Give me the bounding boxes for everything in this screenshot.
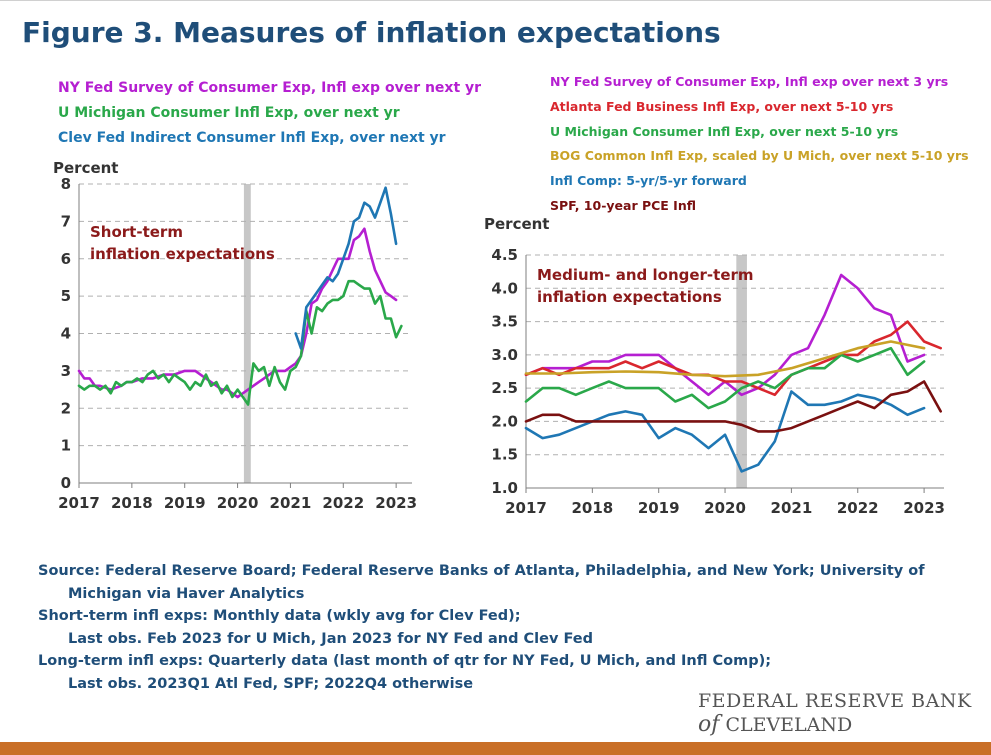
x-tick-label: 2023 <box>903 499 945 517</box>
y-tick-label: 4.5 <box>491 246 518 264</box>
source-line: Source: Federal Reserve Board; Federal R… <box>38 563 925 579</box>
legend-entry: Infl Comp: 5-yr/5-yr forward <box>550 173 747 189</box>
x-tick-label: 2021 <box>771 499 813 517</box>
x-tick-label: 2019 <box>638 499 680 517</box>
x-tick-label: 2017 <box>505 499 547 517</box>
chart-annotation: Short-term <box>90 223 183 241</box>
legend-entry: NY Fed Survey of Consumer Exp, Infl exp … <box>58 80 482 96</box>
y-tick-label: 7 <box>61 212 71 230</box>
legend-entry: SPF, 10-year PCE Infl <box>550 197 696 213</box>
legend-entry: U Michigan Consumer Infl Exp, over next … <box>58 105 400 121</box>
x-tick-label: 2018 <box>571 499 613 517</box>
legend-entry: Atlanta Fed Business Infl Exp, over next… <box>550 98 894 114</box>
brand-of: of <box>698 712 720 737</box>
bottom-accent-bar <box>0 742 991 755</box>
x-tick-label: 2018 <box>111 494 153 512</box>
series-line <box>77 279 403 406</box>
y-tick-label: 0 <box>61 474 71 492</box>
source-line: Michigan via Haver Analytics <box>68 585 305 602</box>
figure-title: Figure 3. Measures of inflation expectat… <box>22 16 721 49</box>
series-line <box>524 346 926 410</box>
y-tick-label: 6 <box>61 250 71 268</box>
x-tick-label: 2023 <box>375 494 417 512</box>
legend-entry: BOG Common Infl Exp, scaled by U Mich, o… <box>550 148 969 164</box>
x-tick-label: 2020 <box>704 499 746 517</box>
y-tick-label: 2.5 <box>491 379 518 397</box>
y-tick-label: 1.0 <box>491 479 518 497</box>
source-line: Last obs. 2023Q1 Atl Fed, SPF; 2022Q4 ot… <box>68 675 474 692</box>
x-tick-label: 2020 <box>217 494 259 512</box>
x-tick-label: 2017 <box>58 494 100 512</box>
y-axis-label: Percent <box>484 215 549 233</box>
y-tick-label: 4 <box>61 325 71 343</box>
y-tick-label: 3.5 <box>491 313 518 331</box>
legend-entry: Clev Fed Indirect Consumer Infl Exp, ove… <box>58 130 446 146</box>
y-tick-label: 1.5 <box>491 446 518 464</box>
y-tick-label: 4.0 <box>491 279 518 297</box>
source-line: Short-term infl exps: Monthly data (wkly… <box>38 608 521 624</box>
x-tick-label: 2022 <box>322 494 364 512</box>
y-tick-label: 3 <box>61 362 71 380</box>
recession-band <box>243 184 251 483</box>
brand-line2: CLEVELAND <box>725 714 853 736</box>
chart-annotation: inflation expectations <box>90 245 275 263</box>
series-line <box>524 380 942 433</box>
brand-logo: FEDERAL RESERVE BANK of CLEVELAND <box>698 689 972 737</box>
source-notes: Source: Federal Reserve Board; Federal R… <box>38 560 925 695</box>
y-tick-label: 5 <box>61 287 71 305</box>
series-line <box>524 320 942 397</box>
right-chart-legend: NY Fed Survey of Consumer Exp, Infl exp … <box>550 74 969 223</box>
source-line: Last obs. Feb 2023 for U Mich, Jan 2023 … <box>68 630 594 647</box>
y-tick-label: 3.0 <box>491 346 518 364</box>
y-tick-label: 1 <box>61 437 71 455</box>
series-line <box>294 186 398 350</box>
y-tick-label: 2.0 <box>491 412 518 430</box>
left-chart-legend: NY Fed Survey of Consumer Exp, Infl exp … <box>58 80 481 155</box>
top-border <box>0 0 991 1</box>
y-axis-label: Percent <box>53 159 118 177</box>
recession-band <box>736 255 747 488</box>
series-line <box>524 340 926 378</box>
y-tick-label: 8 <box>61 175 71 193</box>
chart-annotation: inflation expectations <box>537 288 722 306</box>
source-line: Long-term infl exps: Quarterly data (las… <box>38 653 772 669</box>
chart-annotation: Medium- and longer-term <box>537 266 754 284</box>
y-tick-label: 2 <box>61 399 71 417</box>
x-tick-label: 2019 <box>164 494 206 512</box>
legend-entry: U Michigan Consumer Infl Exp, over next … <box>550 123 899 139</box>
brand-line1: FEDERAL RESERVE BANK <box>698 690 972 712</box>
x-tick-label: 2021 <box>270 494 312 512</box>
legend-entry: NY Fed Survey of Consumer Exp, Infl exp … <box>550 74 949 89</box>
x-tick-label: 2022 <box>837 499 879 517</box>
